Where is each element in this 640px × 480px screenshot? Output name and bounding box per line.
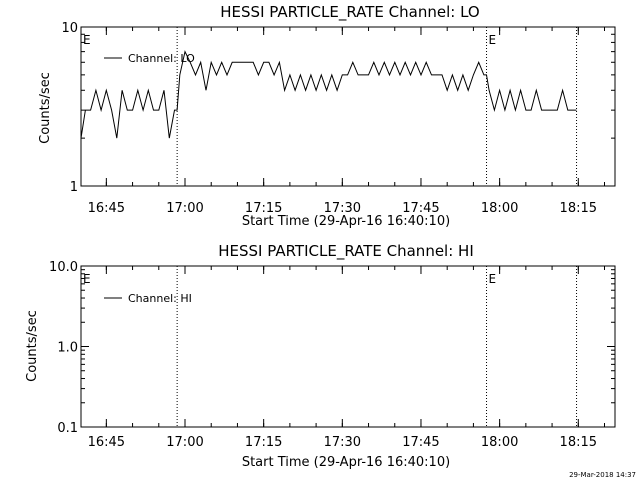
panel-lo-frame — [80, 26, 616, 187]
panel-lo: HESSI PARTICLE_RATE Channel: LO Counts/s… — [38, 3, 616, 229]
x-tick-label: 18:15 — [560, 435, 597, 450]
panel-lo-legend-label: Channel: LO — [128, 52, 195, 65]
x-tick-label: 17:45 — [402, 435, 439, 450]
panel-hi-legend-label: Channel: HI — [128, 292, 192, 305]
event-marker: E — [83, 33, 91, 47]
event-marker: E — [83, 272, 91, 286]
panel-lo-x-ticks: 16:45 17:00 17:15 17:30 17:45 18:00 18:15 — [88, 27, 606, 216]
panel-hi-title: HESSI PARTICLE_RATE Channel: HI — [218, 242, 474, 261]
x-tick-label: 18:15 — [560, 201, 597, 216]
x-tick-label: 17:45 — [402, 201, 439, 216]
event-marker: E — [489, 33, 497, 47]
footer-timestamp: 29-Mar-2018 14:37 — [569, 471, 636, 479]
x-tick-label: 17:30 — [324, 201, 361, 216]
panel-hi-frame — [80, 265, 616, 428]
x-tick-label: 17:15 — [245, 435, 282, 450]
x-tick-label: 16:45 — [88, 435, 125, 450]
x-tick-label: 17:00 — [166, 435, 203, 450]
event-marker: E — [489, 272, 497, 286]
x-tick-label: 17:15 — [245, 201, 282, 216]
panel-hi-y-ticks: 0.1 1.0 10.0 — [49, 260, 615, 436]
panel-lo-title: HESSI PARTICLE_RATE Channel: LO — [220, 3, 479, 22]
panel-lo-xlabel: Start Time (29-Apr-16 16:40:10) — [242, 214, 450, 229]
series-line — [80, 50, 577, 139]
x-tick-label: 17:30 — [324, 435, 361, 450]
x-tick-label: 17:00 — [166, 201, 203, 216]
x-tick-label: 16:45 — [88, 201, 125, 216]
panel-lo-y-ticks: 1 10 — [61, 21, 615, 195]
panel-hi-xlabel: Start Time (29-Apr-16 16:40:10) — [242, 455, 450, 470]
panel-hi-ylabel: Counts/sec — [25, 310, 40, 382]
y-tick-label: 1.0 — [57, 341, 78, 356]
y-tick-label: 10 — [61, 21, 78, 36]
x-tick-label: 18:00 — [481, 201, 518, 216]
x-tick-label: 18:00 — [481, 435, 518, 450]
panel-hi: HESSI PARTICLE_RATE Channel: HI Counts/s… — [25, 242, 616, 470]
panel-hi-x-ticks: 16:45 17:00 17:15 17:30 17:45 18:00 18:15 — [88, 266, 606, 450]
y-tick-label: 0.1 — [57, 421, 78, 436]
panel-lo-series — [80, 50, 577, 139]
y-tick-label: 1 — [70, 180, 78, 195]
y-tick-label: 10.0 — [49, 260, 78, 275]
panel-lo-ylabel: Counts/sec — [38, 72, 53, 144]
